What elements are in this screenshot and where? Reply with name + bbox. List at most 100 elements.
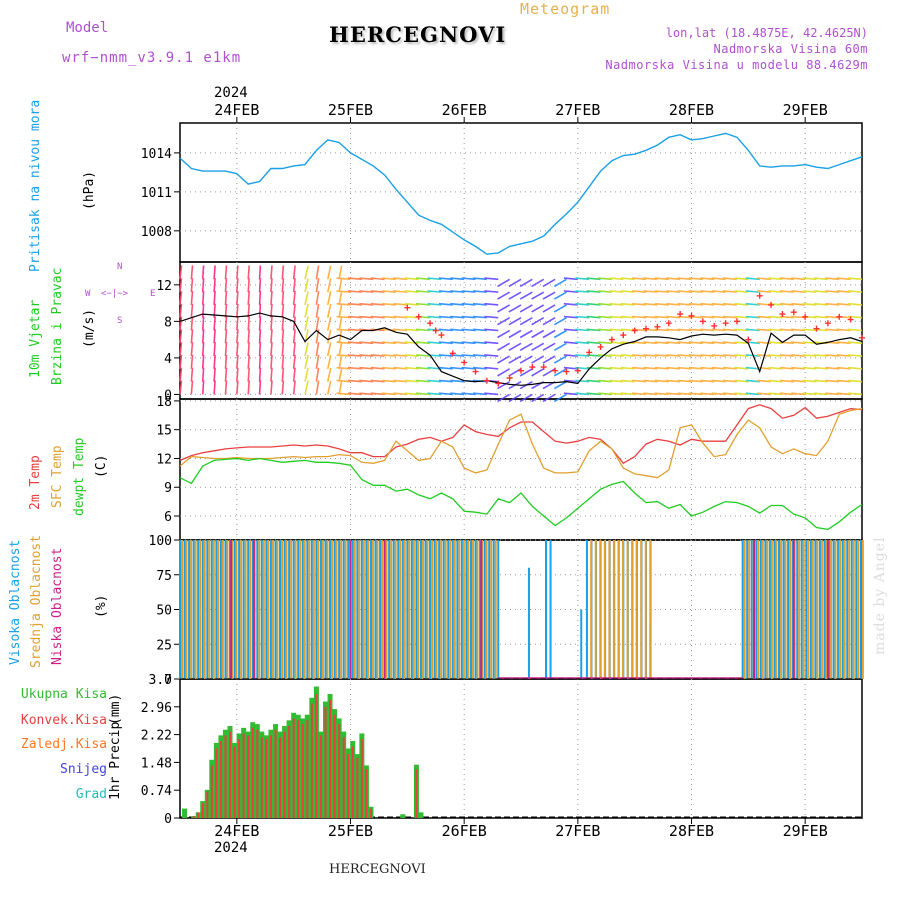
wind-arrow	[213, 329, 216, 344]
wind-arrow	[848, 392, 863, 396]
wind-arrow	[359, 366, 374, 370]
wind-arrow	[393, 392, 408, 396]
wind-arrow	[472, 392, 487, 396]
wind-arrow	[370, 277, 385, 281]
wind-arrow	[427, 290, 442, 293]
wind-gust-mark	[654, 323, 661, 330]
wind-arrow	[381, 315, 397, 319]
wind-arrow	[347, 290, 362, 293]
wind-arrow	[201, 367, 205, 382]
wind-arrow	[791, 379, 806, 383]
y-tick-label: 1008	[141, 225, 172, 240]
wind-arrow	[497, 291, 511, 300]
year-label-top: 2024	[214, 85, 248, 101]
wind-arrow	[315, 265, 320, 280]
wind-arrow	[666, 341, 681, 345]
x-tick-label-top: 26FEB	[442, 101, 487, 119]
wind-arrow	[711, 379, 726, 383]
wind-arrow	[472, 302, 487, 306]
wind-arrow	[542, 278, 556, 288]
wind-arrow	[201, 342, 205, 357]
wind-arrow	[542, 304, 556, 313]
wind-arrow	[531, 291, 545, 300]
wind-arrow	[461, 354, 476, 357]
wind-arrow	[326, 278, 332, 293]
wind-arrow	[791, 341, 806, 345]
wind-arrow	[586, 341, 601, 345]
wind-arrow	[427, 315, 442, 319]
wind-arrow	[224, 278, 228, 293]
wind-arrow	[508, 304, 522, 313]
wind-arrow	[654, 366, 669, 370]
compass-north: N	[117, 262, 123, 272]
wind-arrow	[416, 302, 431, 306]
wind-arrow	[553, 393, 567, 403]
wind-arrow	[654, 277, 669, 281]
wind-arrow	[438, 315, 453, 319]
wind-arrow	[666, 302, 681, 306]
wind-arrow	[531, 393, 545, 403]
convective-precip-bar	[224, 735, 227, 818]
wind-arrow	[472, 328, 487, 332]
wind-arrow	[201, 354, 205, 369]
wind-arrow	[484, 366, 499, 370]
wind-arrow	[666, 315, 681, 319]
page-title: HERCEGNOVI	[329, 22, 507, 47]
wind-arrow	[359, 290, 374, 293]
wind-arrow	[236, 290, 239, 305]
wind-gust-mark	[540, 364, 547, 371]
wind-gust-mark	[802, 313, 809, 320]
wind-arrow	[450, 379, 465, 383]
wind-arrow	[575, 354, 590, 357]
wind-gust-mark	[438, 332, 445, 339]
wind-arrow	[370, 392, 385, 396]
wind-arrow	[281, 354, 285, 369]
convective-precip-bar	[347, 754, 350, 818]
wind-arrow	[416, 277, 431, 281]
wind-arrow	[450, 315, 465, 319]
wind-arrow	[484, 277, 499, 281]
legend-freezing-rain: Zaledj.Kisa	[20, 737, 107, 752]
wind-arrow	[563, 366, 578, 370]
wind-arrow	[722, 366, 738, 370]
wind-arrow	[213, 342, 216, 357]
wind-arrow	[597, 328, 613, 332]
wind-arrow	[497, 304, 511, 313]
convective-precip-bar	[306, 720, 309, 818]
wind-arrow	[632, 366, 647, 370]
wind-arrow	[247, 367, 250, 382]
convective-precip-bar	[279, 737, 282, 818]
wind-arrow	[497, 393, 511, 403]
wind-arrow	[700, 366, 715, 370]
wind-arrow	[563, 341, 578, 345]
wind-arrow	[224, 265, 228, 280]
wind-arrow	[359, 354, 374, 357]
wind-arrow	[813, 392, 828, 396]
wind-arrow	[179, 329, 183, 344]
wind-arrow	[700, 328, 715, 332]
wind-arrow	[338, 354, 343, 370]
wind-arrow	[461, 290, 476, 293]
wind-arrow	[825, 315, 840, 319]
wind-arrow	[575, 328, 590, 332]
wind-arrow	[393, 354, 408, 357]
wind-arrow	[779, 392, 794, 396]
wind-arrow	[381, 290, 397, 293]
wind-arrow	[632, 341, 647, 345]
wind-arrow	[179, 354, 183, 369]
convective-precip-bar	[288, 725, 291, 818]
wind-arrow	[802, 328, 817, 332]
wind-arrow	[381, 354, 397, 357]
wind-arrow	[508, 355, 522, 364]
wind-arrow	[381, 379, 397, 383]
wind-arrow	[326, 291, 332, 306]
wind-arrow	[404, 328, 419, 332]
wind-arrow	[802, 392, 817, 396]
wind-arrow	[326, 303, 332, 318]
wind-arrow	[677, 290, 692, 293]
panel-frame	[179, 398, 863, 541]
wind-arrow	[393, 379, 408, 383]
wind-arrow	[688, 341, 703, 345]
wind-arrow	[461, 277, 476, 281]
wind-arrow	[179, 290, 183, 306]
